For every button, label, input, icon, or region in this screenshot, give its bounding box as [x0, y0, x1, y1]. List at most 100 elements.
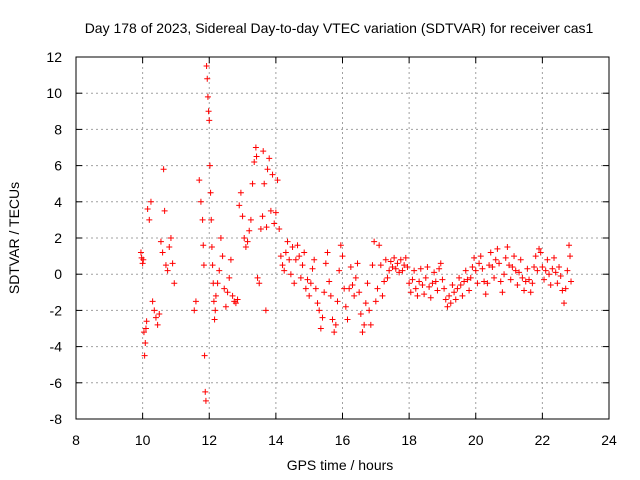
data-point — [284, 238, 291, 245]
data-point — [166, 244, 173, 251]
data-point — [249, 180, 256, 187]
data-point — [541, 276, 548, 283]
data-point — [234, 296, 241, 303]
data-point — [226, 274, 233, 281]
data-point — [534, 267, 541, 274]
data-point — [477, 253, 484, 260]
data-point — [159, 249, 166, 256]
data-point — [196, 177, 203, 184]
data-point — [254, 274, 261, 281]
data-point — [227, 256, 234, 263]
data-point — [256, 280, 263, 287]
data-point — [301, 249, 308, 256]
data-point — [274, 177, 281, 184]
data-point — [241, 235, 248, 241]
data-point — [239, 213, 246, 220]
data-point — [199, 216, 206, 223]
data-point — [389, 263, 396, 270]
data-point — [192, 298, 199, 305]
data-point — [287, 271, 294, 278]
data-point — [501, 271, 508, 278]
data-point — [472, 267, 479, 274]
data-point — [461, 278, 468, 285]
data-point — [277, 253, 284, 260]
data-point — [514, 282, 521, 289]
data-point — [332, 321, 339, 328]
data-point — [167, 235, 174, 241]
data-point — [537, 249, 544, 256]
data-point — [504, 244, 511, 251]
data-point — [205, 108, 212, 115]
data-point — [306, 292, 313, 299]
data-point — [352, 274, 359, 281]
data-point — [519, 274, 526, 281]
data-point — [507, 276, 514, 283]
data-point — [532, 253, 539, 260]
data-point — [141, 352, 148, 359]
data-point — [382, 256, 389, 263]
data-point — [171, 280, 178, 287]
data-point — [142, 325, 149, 332]
data-point — [154, 321, 161, 328]
data-point — [279, 262, 286, 269]
x-tick-label: 18 — [401, 432, 417, 448]
data-point — [442, 296, 449, 303]
y-tick-label: -8 — [50, 411, 63, 427]
data-point — [544, 256, 551, 263]
data-point — [219, 253, 226, 260]
data-point — [397, 256, 404, 263]
data-point — [204, 75, 211, 82]
data-point — [272, 209, 279, 216]
data-point — [426, 283, 433, 290]
data-points — [137, 63, 575, 404]
data-point — [552, 269, 559, 276]
data-point — [224, 289, 231, 296]
data-point — [437, 260, 444, 267]
data-point — [429, 280, 436, 287]
data-point — [140, 256, 147, 263]
data-point — [200, 242, 207, 249]
data-point — [462, 267, 469, 274]
data-point — [466, 287, 473, 294]
data-point — [521, 287, 528, 294]
data-point — [476, 260, 483, 267]
data-point — [489, 263, 496, 270]
data-point — [242, 244, 249, 251]
data-point — [529, 280, 536, 287]
data-point — [416, 278, 423, 285]
data-point — [282, 249, 289, 256]
data-point — [487, 249, 494, 256]
data-point — [471, 254, 478, 261]
data-point — [344, 316, 351, 323]
data-point — [253, 153, 260, 160]
data-point — [392, 265, 399, 272]
y-tick-label: 8 — [54, 121, 62, 137]
data-point — [366, 307, 373, 314]
grid-lines — [76, 57, 609, 419]
data-point — [566, 242, 573, 249]
data-point — [432, 278, 439, 285]
data-point — [524, 265, 531, 272]
data-point — [546, 271, 553, 278]
y-tick-label: -2 — [50, 302, 63, 318]
data-point — [260, 148, 267, 155]
data-point — [201, 352, 208, 359]
data-point — [291, 280, 298, 287]
data-point — [246, 227, 253, 234]
data-point — [289, 244, 296, 251]
data-point — [467, 274, 474, 281]
data-point — [439, 276, 446, 283]
data-point — [431, 269, 438, 276]
data-point — [276, 225, 283, 232]
data-point — [412, 285, 419, 292]
data-point — [411, 267, 418, 274]
chart-title: Day 178 of 2023, Sidereal Day-to-day VTE… — [85, 20, 594, 36]
data-point — [146, 216, 153, 223]
data-point — [200, 262, 207, 269]
data-point — [424, 263, 431, 270]
data-point — [292, 256, 299, 263]
data-point — [209, 262, 216, 269]
data-point — [244, 238, 251, 245]
data-point — [482, 291, 489, 298]
data-point — [509, 263, 516, 270]
